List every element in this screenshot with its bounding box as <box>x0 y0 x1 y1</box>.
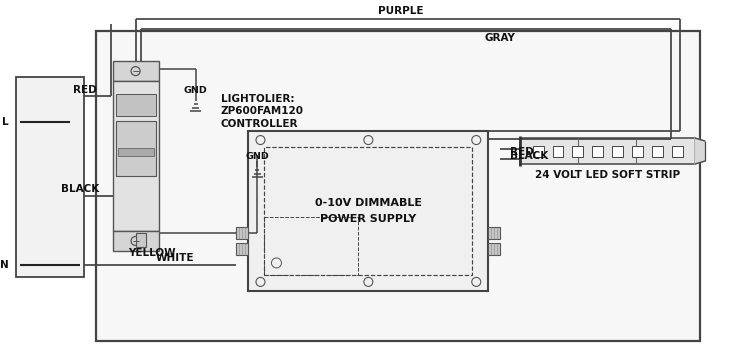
Bar <box>672 145 682 157</box>
Text: PURPLE: PURPLE <box>377 6 423 16</box>
Text: GND: GND <box>245 151 269 160</box>
Bar <box>572 145 584 157</box>
Bar <box>632 145 643 157</box>
Bar <box>532 145 544 157</box>
Text: RED: RED <box>73 85 97 95</box>
Bar <box>236 227 248 239</box>
Bar <box>553 145 563 157</box>
Bar <box>118 148 154 156</box>
Bar <box>248 131 488 291</box>
Text: GRAY: GRAY <box>484 33 516 43</box>
Text: WHITE: WHITE <box>155 253 194 263</box>
Text: 24 VOLT LED SOFT STRIP: 24 VOLT LED SOFT STRIP <box>535 170 680 180</box>
Text: LIGHTOLIER:
ZP600FAM120
CONTROLLER: LIGHTOLIER: ZP600FAM120 CONTROLLER <box>220 94 304 129</box>
Text: L: L <box>2 117 9 127</box>
Bar <box>116 121 155 176</box>
Bar <box>488 243 500 255</box>
Bar <box>612 145 623 157</box>
Bar <box>116 94 155 116</box>
Bar <box>488 227 500 239</box>
Bar <box>592 145 603 157</box>
Text: RED: RED <box>510 147 534 157</box>
Bar <box>16 77 84 277</box>
Bar <box>95 31 700 341</box>
Bar <box>112 231 158 251</box>
Bar <box>136 233 146 247</box>
Text: POWER SUPPLY: POWER SUPPLY <box>320 214 416 224</box>
Text: GND: GND <box>184 85 208 94</box>
Text: 0-10V DIMMABLE: 0-10V DIMMABLE <box>315 198 422 208</box>
Bar <box>265 217 358 275</box>
Bar <box>112 61 158 81</box>
Bar <box>520 138 695 164</box>
Text: N: N <box>0 260 9 270</box>
Polygon shape <box>695 138 705 164</box>
Text: YELLOW: YELLOW <box>128 248 176 258</box>
Text: BLACK: BLACK <box>61 184 99 194</box>
Text: BLACK: BLACK <box>510 151 548 161</box>
Bar <box>265 147 472 275</box>
Bar <box>112 81 158 231</box>
Bar <box>652 145 663 157</box>
Bar <box>236 243 248 255</box>
